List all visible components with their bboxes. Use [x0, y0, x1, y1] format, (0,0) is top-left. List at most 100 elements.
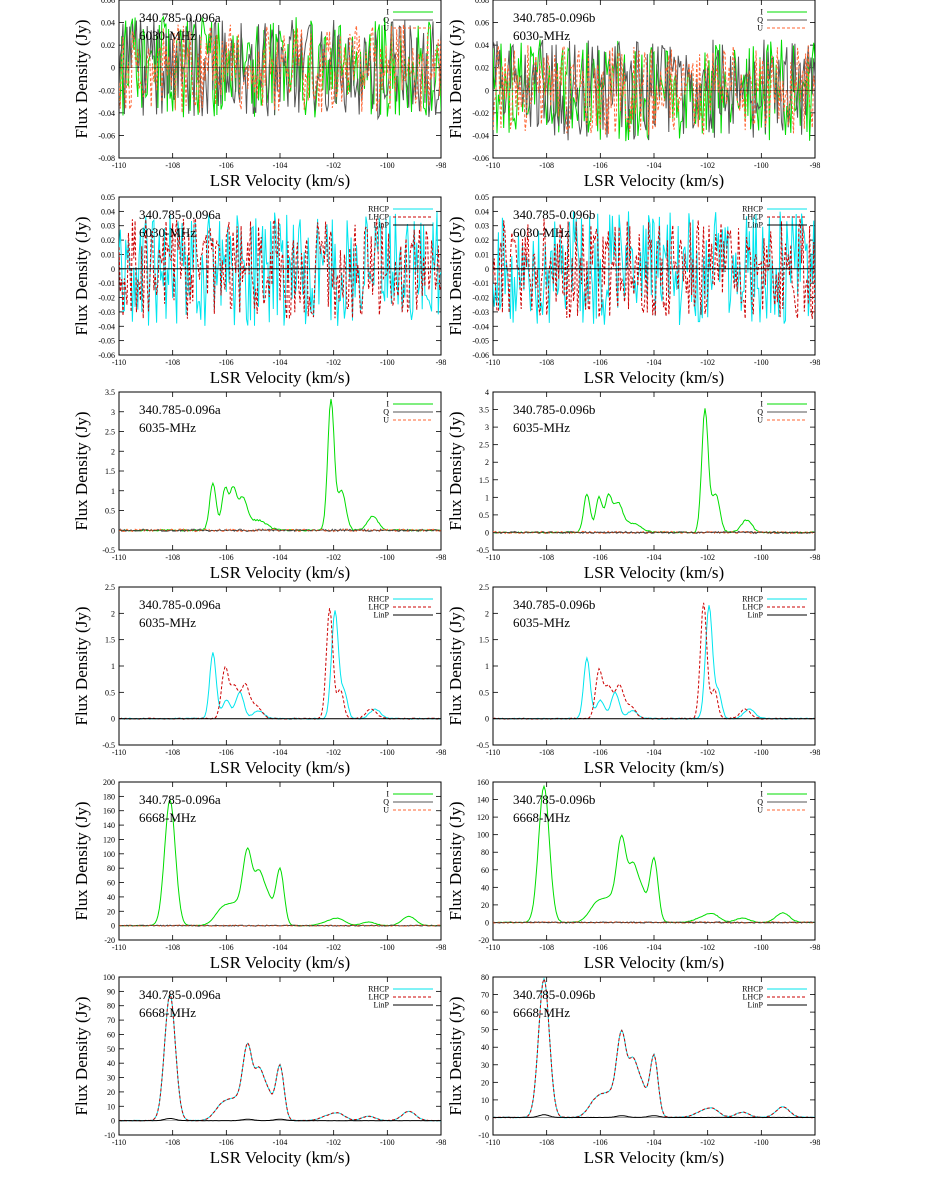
legend-label: I [760, 400, 763, 409]
x-tick-label: -110 [486, 358, 500, 367]
x-tick-label: -102 [326, 553, 341, 562]
y-tick-label: 0.04 [101, 207, 115, 216]
panel-6030-circ-a: -0.06 -0.05 -0.04 -0.03 -0.02 -0.01 0 0.01 0.02 0… [72, 193, 446, 387]
source-label: 340.785-0.096a [139, 792, 221, 807]
y-tick-label: 140 [477, 796, 489, 805]
x-tick-label: -98 [810, 748, 821, 757]
x-tick-label: -104 [273, 748, 288, 757]
frequency-label: 6035-MHz [513, 420, 570, 435]
frequency-label: 6035-MHz [513, 615, 570, 630]
x-tick-label: -98 [436, 943, 447, 952]
y-tick-label: 100 [477, 831, 489, 840]
y-tick-label: 0.02 [475, 64, 489, 73]
x-tick-label: -98 [436, 553, 447, 562]
panel-6668-stokes-b: -20 0 20 40 60 80 100 120 140 160 -110 -108 -106 -104… [446, 778, 820, 972]
x-tick-label: -108 [539, 748, 554, 757]
x-tick-label: -110 [112, 553, 126, 562]
y-tick-label: 30 [481, 1061, 489, 1070]
y-tick-label: 30 [107, 1074, 115, 1083]
y-tick-label: 50 [481, 1026, 489, 1035]
y-tick-label: -0.05 [472, 337, 489, 346]
y-tick-label: 0.03 [101, 222, 115, 231]
x-axis-title: LSR Velocity (km/s) [584, 758, 724, 777]
legend-label: I [386, 8, 389, 17]
legend-label: I [760, 790, 763, 799]
y-tick-label: -0.02 [472, 109, 489, 118]
x-tick-label: -100 [380, 943, 395, 952]
x-tick-label: -106 [219, 161, 234, 170]
x-tick-label: -108 [539, 161, 554, 170]
x-tick-label: -106 [593, 1138, 608, 1147]
x-axis-title: LSR Velocity (km/s) [210, 563, 350, 582]
y-tick-label: -0.05 [98, 337, 115, 346]
y-tick-label: -20 [104, 936, 115, 945]
y-axis-title: Flux Density (Jy) [446, 997, 465, 1116]
y-tick-label: 0.08 [475, 0, 489, 5]
frequency-label: 6030-MHz [139, 28, 196, 43]
x-tick-label: -100 [754, 553, 769, 562]
y-tick-label: 0 [111, 64, 115, 73]
y-tick-label: 0.04 [101, 19, 115, 28]
legend-label: U [383, 24, 389, 33]
frequency-label: 6030-MHz [513, 225, 570, 240]
x-tick-label: -104 [273, 943, 288, 952]
y-tick-label: 3 [485, 423, 489, 432]
y-tick-label: -0.06 [98, 351, 115, 360]
y-axis-title: Flux Density (Jy) [72, 997, 91, 1116]
y-tick-label: 160 [477, 778, 489, 787]
y-tick-label: 1 [111, 662, 115, 671]
x-tick-label: -100 [754, 358, 769, 367]
panel-6035-stokes-a: -0.5 0 0.5 1 1.5 2 2.5 3 3.5 -110 -108 -106 -104 -102… [72, 388, 446, 582]
x-tick-label: -102 [326, 943, 341, 952]
y-tick-label: -0.5 [102, 546, 115, 555]
x-tick-label: -100 [380, 358, 395, 367]
legend-label: U [383, 416, 389, 425]
y-tick-label: 0.06 [475, 19, 489, 28]
x-tick-label: -100 [754, 943, 769, 952]
y-tick-label: 2.5 [105, 583, 115, 592]
y-tick-label: 0.5 [105, 507, 115, 516]
x-tick-label: -106 [593, 161, 608, 170]
x-tick-label: -104 [647, 943, 662, 952]
y-tick-label: 40 [481, 883, 489, 892]
y-tick-label: 0.01 [475, 250, 489, 259]
y-tick-label: 70 [107, 1016, 115, 1025]
y-axis-title: Flux Density (Jy) [446, 607, 465, 726]
source-label: 340.785-0.096a [139, 207, 221, 222]
y-tick-label: 0.5 [479, 688, 489, 697]
y-axis-title: Flux Density (Jy) [72, 217, 91, 336]
y-tick-label: 0.04 [475, 41, 489, 50]
x-tick-label: -110 [486, 161, 500, 170]
x-tick-label: -102 [700, 943, 715, 952]
series-group [119, 398, 441, 533]
y-tick-label: 0 [485, 528, 489, 537]
panel-6035-stokes-b: -0.5 0 0.5 1 1.5 2 2.5 3 3.5 4 -110 -108 -106 -104 -10… [446, 388, 820, 582]
legend-label: LinP [373, 1001, 389, 1010]
frequency-label: 6035-MHz [139, 615, 196, 630]
y-tick-label: -0.08 [98, 154, 115, 163]
x-tick-label: -102 [700, 553, 715, 562]
x-tick-label: -106 [219, 358, 234, 367]
x-tick-label: -110 [112, 358, 126, 367]
y-tick-label: 60 [481, 1008, 489, 1017]
y-tick-label: 3.5 [479, 406, 489, 415]
x-tick-label: -102 [700, 1138, 715, 1147]
frequency-label: 6668-MHz [513, 1005, 570, 1020]
y-tick-label: 0 [111, 265, 115, 274]
y-tick-label: 0.01 [101, 250, 115, 259]
x-tick-label: -104 [273, 161, 288, 170]
y-tick-label: 1.5 [105, 467, 115, 476]
y-axis-title: Flux Density (Jy) [446, 802, 465, 921]
x-axis-title: LSR Velocity (km/s) [210, 953, 350, 972]
y-tick-label: 0 [485, 715, 489, 724]
panel-6030-stokes-a: -0.08 -0.06 -0.04 -0.02 0 0.02 0.04 0.06 -110 -10… [72, 0, 446, 190]
x-tick-label: -110 [486, 553, 500, 562]
y-tick-label: 0.5 [479, 511, 489, 520]
x-tick-label: -108 [165, 943, 180, 952]
x-tick-label: -100 [380, 1138, 395, 1147]
series-line-lhcp [493, 218, 815, 319]
y-tick-label: -0.04 [472, 322, 489, 331]
y-tick-label: 0.02 [101, 236, 115, 245]
legend-label: LHCP [743, 213, 764, 222]
x-axis-title: LSR Velocity (km/s) [210, 1148, 350, 1167]
